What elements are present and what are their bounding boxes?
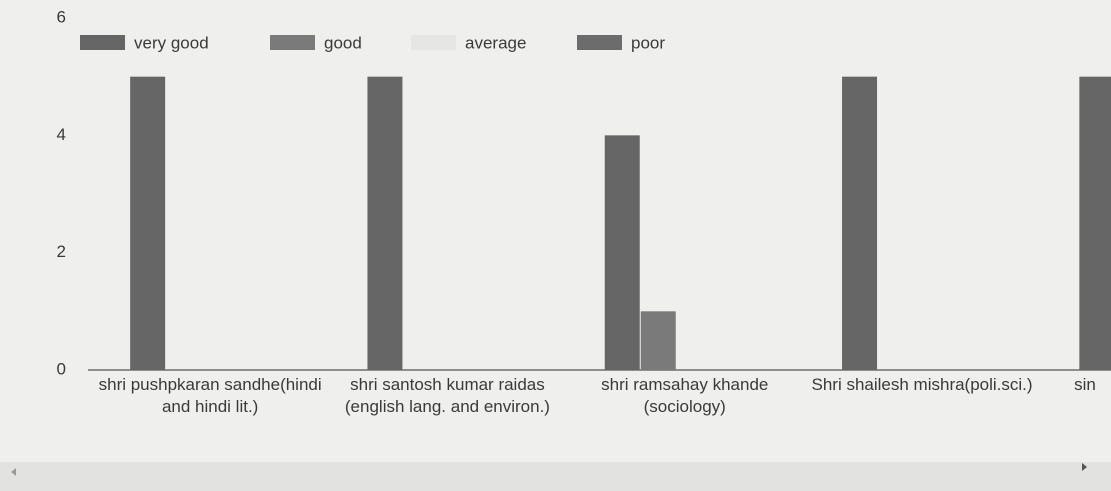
legend-label: poor (631, 33, 665, 52)
legend-swatch (577, 35, 622, 50)
x-tick-label-box: sin (1074, 375, 1096, 394)
x-tick-label: shri ramsahay khande (sociology) (601, 375, 769, 416)
scrollbar (0, 462, 1111, 491)
x-tick-label-box: Shri shailesh mishra(poli.sci.) (811, 375, 1033, 394)
bar (640, 311, 676, 370)
legend-swatch (270, 35, 315, 50)
legend-swatch (80, 35, 125, 50)
legend-label: average (465, 33, 526, 52)
bar (842, 76, 878, 371)
scroll-right[interactable] (1082, 463, 1087, 471)
y-tick-label: 4 (57, 125, 66, 144)
bar (1079, 76, 1111, 371)
legend-swatch (411, 35, 456, 50)
y-tick-label: 0 (57, 359, 66, 378)
legend-label: good (324, 33, 362, 52)
x-tick-label: shri pushpkaran sandhe(hindi and hindi l… (98, 375, 322, 416)
legend-label: very good (134, 33, 209, 52)
y-tick-label: 6 (57, 7, 66, 26)
x-tick-label: sin (1074, 375, 1096, 394)
bar (130, 76, 166, 371)
x-tick-label: shri santosh kumar raidas (english lang.… (344, 375, 550, 416)
bar (604, 135, 640, 370)
scroll-left[interactable] (11, 468, 16, 476)
bar (367, 76, 403, 371)
x-tick-label-box: shri santosh kumar raidas (english lang.… (344, 375, 550, 416)
x-tick-label-box: shri ramsahay khande (sociology) (601, 375, 769, 416)
x-tick-label: Shri shailesh mishra(poli.sci.) (811, 375, 1033, 394)
y-tick-label: 2 (57, 242, 66, 261)
x-tick-label-box: shri pushpkaran sandhe(hindi and hindi l… (98, 375, 322, 416)
